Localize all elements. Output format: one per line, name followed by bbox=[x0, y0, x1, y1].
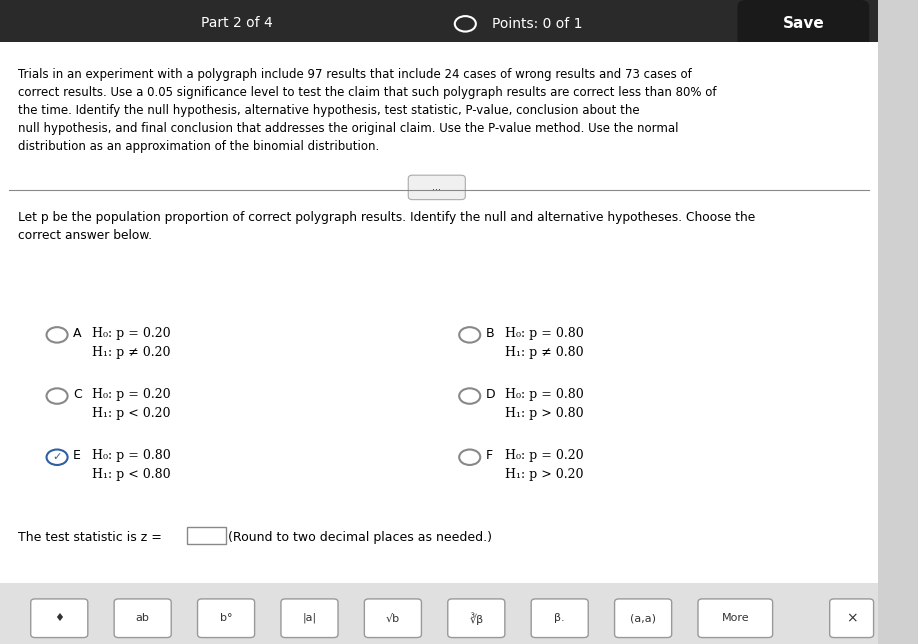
Text: Let p be the population proportion of correct polygraph results. Identify the nu: Let p be the population proportion of co… bbox=[17, 211, 755, 242]
Text: ab: ab bbox=[136, 613, 150, 623]
Text: Part 2 of 4: Part 2 of 4 bbox=[201, 15, 273, 30]
Text: (Round to two decimal places as needed.): (Round to two decimal places as needed.) bbox=[229, 531, 492, 544]
Text: b°: b° bbox=[219, 613, 232, 623]
FancyBboxPatch shape bbox=[0, 42, 878, 592]
Text: H₀: p = 0.80: H₀: p = 0.80 bbox=[505, 327, 584, 339]
Text: A: A bbox=[73, 327, 82, 339]
Text: H₁: p > 0.80: H₁: p > 0.80 bbox=[505, 407, 584, 420]
Text: ∛β: ∛β bbox=[469, 612, 484, 625]
Text: H₀: p = 0.80: H₀: p = 0.80 bbox=[505, 388, 584, 401]
Text: D: D bbox=[486, 388, 495, 401]
Text: (a,a): (a,a) bbox=[630, 613, 656, 623]
Circle shape bbox=[47, 388, 68, 404]
Text: More: More bbox=[722, 613, 749, 623]
FancyBboxPatch shape bbox=[409, 175, 465, 200]
Text: H₁: p ≠ 0.80: H₁: p ≠ 0.80 bbox=[505, 346, 584, 359]
Text: ×: × bbox=[845, 611, 857, 625]
FancyBboxPatch shape bbox=[114, 599, 171, 638]
Circle shape bbox=[459, 327, 480, 343]
FancyBboxPatch shape bbox=[698, 599, 773, 638]
FancyBboxPatch shape bbox=[830, 599, 874, 638]
FancyBboxPatch shape bbox=[0, 583, 878, 644]
FancyBboxPatch shape bbox=[614, 599, 672, 638]
Text: ...: ... bbox=[432, 182, 442, 193]
Text: |a|: |a| bbox=[302, 613, 317, 623]
FancyBboxPatch shape bbox=[0, 0, 878, 48]
Text: The test statistic is z =: The test statistic is z = bbox=[17, 531, 162, 544]
Text: ♦: ♦ bbox=[54, 613, 64, 623]
Circle shape bbox=[47, 327, 68, 343]
Text: H₁: p > 0.20: H₁: p > 0.20 bbox=[505, 468, 583, 481]
FancyBboxPatch shape bbox=[737, 0, 869, 48]
Text: C: C bbox=[73, 388, 82, 401]
Text: Points: 0 of 1: Points: 0 of 1 bbox=[492, 17, 582, 31]
Text: E: E bbox=[73, 449, 81, 462]
Circle shape bbox=[459, 388, 480, 404]
Text: H₀: p = 0.20: H₀: p = 0.20 bbox=[505, 449, 584, 462]
Text: F: F bbox=[486, 449, 493, 462]
Text: H₁: p < 0.20: H₁: p < 0.20 bbox=[92, 407, 171, 420]
Circle shape bbox=[47, 450, 68, 465]
Text: H₀: p = 0.80: H₀: p = 0.80 bbox=[92, 449, 171, 462]
Text: ✓: ✓ bbox=[52, 451, 62, 462]
Text: β.: β. bbox=[554, 613, 565, 623]
Text: H₀: p = 0.20: H₀: p = 0.20 bbox=[92, 388, 171, 401]
Text: H₁: p < 0.80: H₁: p < 0.80 bbox=[92, 468, 171, 481]
Text: B: B bbox=[486, 327, 494, 339]
FancyBboxPatch shape bbox=[364, 599, 421, 638]
FancyBboxPatch shape bbox=[448, 599, 505, 638]
FancyBboxPatch shape bbox=[281, 599, 338, 638]
Circle shape bbox=[459, 450, 480, 465]
Text: Save: Save bbox=[782, 16, 824, 32]
Text: √b: √b bbox=[386, 613, 400, 623]
FancyBboxPatch shape bbox=[197, 599, 254, 638]
FancyBboxPatch shape bbox=[187, 527, 226, 544]
FancyBboxPatch shape bbox=[30, 599, 88, 638]
FancyBboxPatch shape bbox=[532, 599, 588, 638]
Text: H₀: p = 0.20: H₀: p = 0.20 bbox=[92, 327, 171, 339]
Text: H₁: p ≠ 0.20: H₁: p ≠ 0.20 bbox=[92, 346, 171, 359]
Text: Trials in an experiment with a polygraph include 97 results that include 24 case: Trials in an experiment with a polygraph… bbox=[17, 68, 716, 153]
